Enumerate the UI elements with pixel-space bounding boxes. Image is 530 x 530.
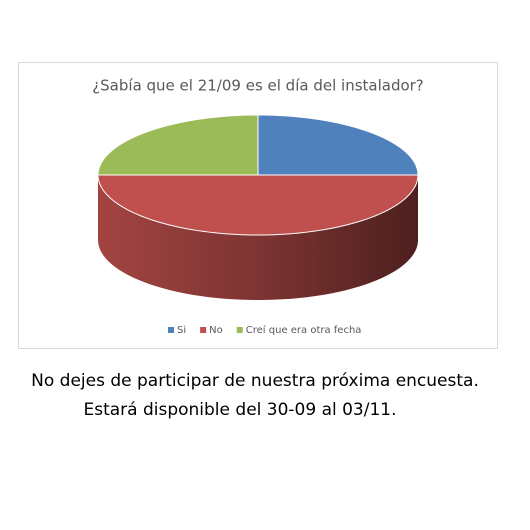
caption-line: No dejes de participar de nuestra próxim… xyxy=(31,371,479,391)
legend-label: Si xyxy=(177,325,186,336)
legend-swatch xyxy=(200,327,207,333)
legend-swatch xyxy=(168,327,174,333)
legend-swatch xyxy=(236,327,243,333)
legend-label: Creí que era otra fecha xyxy=(246,324,362,336)
pie-side-shade xyxy=(98,175,418,300)
pie-slice xyxy=(257,114,419,176)
legend-label: No xyxy=(209,325,223,336)
chart-title: ¿Sabía que el 21/09 es el día del instal… xyxy=(92,77,424,95)
caption-line: Estará disponible del 30-09 al 03/11. xyxy=(83,400,396,420)
pie-slice xyxy=(97,114,259,176)
pie-slice xyxy=(97,174,419,236)
